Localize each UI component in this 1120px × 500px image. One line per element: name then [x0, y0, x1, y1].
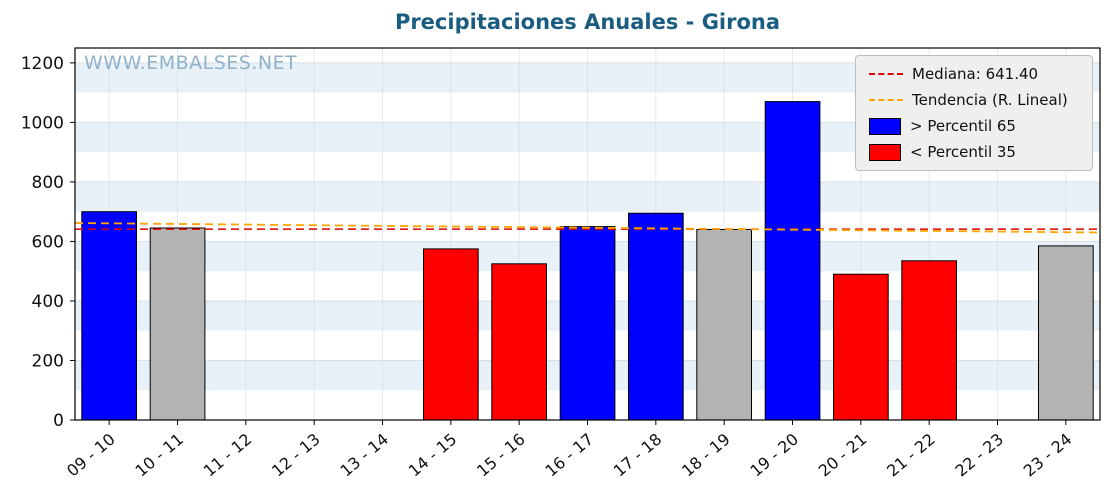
bar-16-17	[559, 226, 616, 421]
trend-line-swatch	[869, 99, 903, 101]
x-tick-label: 23 - 24	[1020, 430, 1076, 481]
x-tick-label: 14 - 15	[405, 430, 461, 481]
bar-09-10	[81, 211, 138, 421]
median-line-swatch	[869, 73, 903, 75]
bar-17-18	[628, 212, 684, 421]
bar-19-20	[764, 101, 821, 421]
y-tick-label: 600	[32, 232, 64, 252]
x-tick-label: 12 - 13	[268, 430, 324, 481]
x-tick-label: 13 - 14	[336, 430, 392, 481]
y-tick-label: 200	[32, 351, 64, 371]
legend-label-percentil-35: < Percentil 35	[910, 143, 1016, 161]
x-tick-label: 21 - 22	[883, 430, 939, 481]
y-tick-label: 0	[53, 411, 64, 431]
x-tick-label: 16 - 17	[541, 430, 597, 481]
legend-item-mediana: Mediana: 641.40	[869, 65, 1079, 83]
legend-item-percentil-65: > Percentil 65	[869, 117, 1079, 135]
bar-23-24	[1038, 245, 1094, 421]
x-tick-label: 22 - 23	[951, 430, 1007, 481]
x-tick-label: 15 - 16	[473, 430, 529, 481]
trend-line	[74, 222, 1101, 234]
chart-title: Precipitaciones Anuales - Girona	[394, 10, 781, 34]
x-tick-label: 20 - 21	[815, 430, 871, 481]
legend: Mediana: 641.40 Tendencia (R. Lineal) > …	[855, 55, 1093, 171]
bar-20-21	[833, 273, 889, 421]
y-tick-label: 1200	[21, 54, 64, 74]
y-tick-label: 1000	[21, 113, 64, 133]
bar-18-19	[696, 229, 752, 421]
legend-item-tendencia: Tendencia (R. Lineal)	[869, 91, 1079, 109]
x-tick-label: 18 - 19	[678, 430, 734, 481]
y-tick-label: 800	[32, 173, 64, 193]
percentil-65-swatch	[869, 117, 901, 135]
bar-15-16	[491, 263, 547, 421]
y-tick-label: 400	[32, 292, 64, 312]
bar-14-15	[423, 248, 479, 421]
legend-label-tendencia: Tendencia (R. Lineal)	[912, 91, 1068, 109]
legend-label-percentil-65: > Percentil 65	[910, 117, 1016, 135]
x-tick-label: 09 - 10	[63, 430, 119, 481]
x-tick-label: 19 - 20	[746, 430, 802, 481]
x-tick-label: 11 - 12	[200, 430, 256, 481]
legend-label-mediana: Mediana: 641.40	[912, 65, 1039, 83]
bar-21-22	[901, 260, 957, 421]
x-tick-label: 10 - 11	[131, 430, 187, 481]
x-tick-label: 17 - 18	[610, 430, 666, 481]
bar-10-11	[149, 227, 206, 421]
legend-item-percentil-35: < Percentil 35	[869, 143, 1079, 161]
percentil-35-swatch	[869, 143, 901, 161]
